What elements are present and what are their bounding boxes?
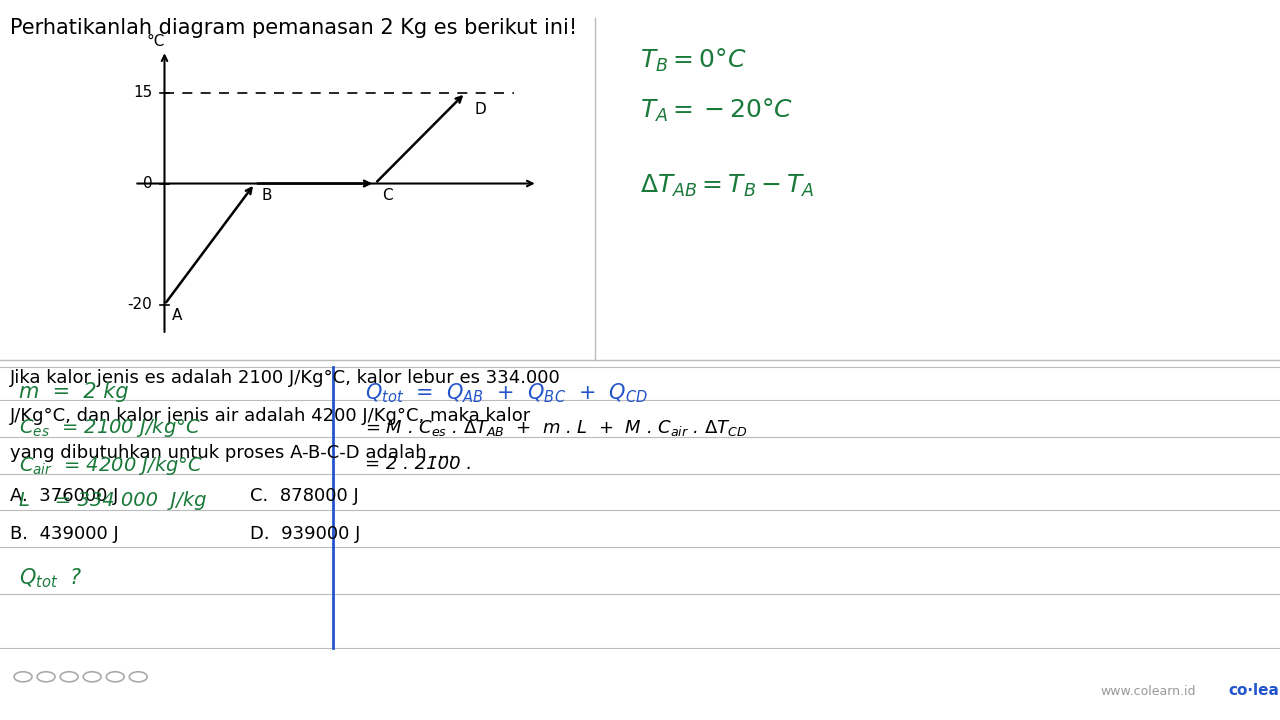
Text: yang dibutuhkan untuk proses A-B-C-D adalah ....: yang dibutuhkan untuk proses A-B-C-D ada… [10,444,456,462]
Text: L    = 334 000  J/kg: L = 334 000 J/kg [19,491,206,510]
Text: D: D [475,102,486,117]
Text: m  =  2 kg: m = 2 kg [19,382,129,402]
Text: $T_B = 0°C$: $T_B = 0°C$ [640,47,746,74]
Text: -20: -20 [128,297,152,312]
Text: A: A [172,307,182,323]
Text: Perhatikanlah diagram pemanasan 2 Kg es berikut ini!: Perhatikanlah diagram pemanasan 2 Kg es … [10,18,577,38]
Text: A.  376000 J: A. 376000 J [10,487,119,505]
Text: °C: °C [146,34,165,48]
Text: 0: 0 [143,176,152,191]
Text: www.colearn.id: www.colearn.id [1101,685,1197,698]
Text: D.  939000 J: D. 939000 J [250,525,360,543]
Text: B: B [262,189,273,203]
Text: J/Kg°C, dan kalor jenis air adalah 4200 J/Kg°C, maka kalor: J/Kg°C, dan kalor jenis air adalah 4200 … [10,407,531,425]
Text: 15: 15 [133,85,152,100]
Text: $\Delta T_{AB} = T_B - T_A$: $\Delta T_{AB} = T_B - T_A$ [640,173,814,199]
Text: $C_{air}$  = 4200 J/kg°C: $C_{air}$ = 4200 J/kg°C [19,454,204,477]
Text: $T_A = -20°C$: $T_A = -20°C$ [640,97,794,125]
Text: $C_{es}$  = 2100 J/kg°C: $C_{es}$ = 2100 J/kg°C [19,416,201,439]
Text: B.  439000 J: B. 439000 J [10,525,119,543]
Text: Jika kalor jenis es adalah 2100 J/Kg°C, kalor lebur es 334.000: Jika kalor jenis es adalah 2100 J/Kg°C, … [10,369,561,387]
Text: C.  878000 J: C. 878000 J [250,487,358,505]
Text: $Q_{tot}$  ?: $Q_{tot}$ ? [19,567,83,590]
Text: C: C [383,189,393,203]
Text: = 2 . 2100 .: = 2 . 2100 . [365,455,472,473]
Text: co·learn: co·learn [1229,683,1280,698]
Text: = M . $C_{es}$ . $\Delta T_{AB}$  +  m . L  +  M . $C_{air}$ . $\Delta T_{CD}$: = M . $C_{es}$ . $\Delta T_{AB}$ + m . L… [365,418,748,438]
Text: $Q_{tot}$  =  $Q_{AB}$  +  $Q_{BC}$  +  $Q_{CD}$: $Q_{tot}$ = $Q_{AB}$ + $Q_{BC}$ + $Q_{CD… [365,382,648,405]
